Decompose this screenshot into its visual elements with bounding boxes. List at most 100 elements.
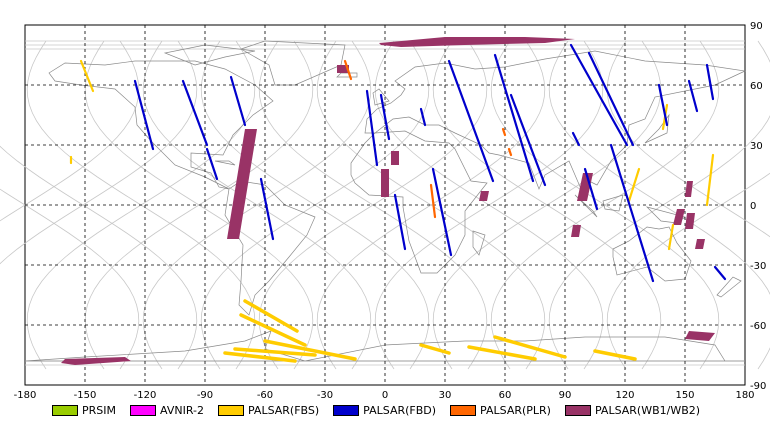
coastline [472, 230, 486, 256]
swath-wb [379, 37, 575, 47]
strip-palsar-fbd [365, 89, 379, 167]
y-tick-label: 90 [750, 21, 763, 32]
strip-palsar-plr [343, 59, 353, 81]
x-tick-label: -90 [197, 390, 213, 400]
strip-palsar-fbd [493, 53, 535, 183]
y-tick-label: -60 [750, 321, 766, 332]
swath-wb [685, 181, 693, 197]
strip-palsar-fbs [493, 335, 567, 359]
strip-palsar-fbd [657, 83, 669, 127]
coverage-map: -180 -150 -120 -90 -60 -30 0 30 60 90 120 150 180 90… [0, 21, 770, 400]
coastline [716, 276, 742, 298]
x-tick-label: -60 [257, 390, 273, 400]
legend-item: PRSIM [52, 404, 116, 417]
legend-item: AVNIR-2 [130, 404, 204, 417]
coastline [364, 50, 747, 190]
x-tick-label: 180 [735, 390, 754, 400]
x-tick-label: -150 [74, 390, 97, 400]
strip-palsar-fbd [259, 177, 275, 241]
x-tick-label: 90 [559, 390, 572, 400]
strip-palsar-fbs [627, 167, 641, 203]
legend-item: PALSAR(FBD) [333, 404, 436, 417]
x-tick-labels: -180 -150 -120 -90 -60 -30 0 30 60 90 120 150 180 [14, 390, 755, 400]
swath-wb [695, 239, 705, 249]
coastline [163, 44, 256, 66]
coastline [574, 194, 598, 218]
strip-palsar-fbs [233, 347, 317, 357]
x-tick-label: 150 [675, 390, 694, 400]
strip-segments [69, 43, 727, 363]
grid-lines [25, 25, 745, 385]
x-tick-label: -120 [134, 390, 157, 400]
y-tick-label: 60 [750, 81, 763, 92]
swath-wb [673, 209, 685, 225]
strip-palsar-fbd [713, 265, 727, 281]
coastline [644, 113, 670, 144]
x-tick-label: 120 [615, 390, 634, 400]
strip-palsar-plr [429, 183, 437, 219]
coastline [24, 330, 745, 362]
coastline [372, 88, 390, 106]
strip-palsar-fbd [205, 147, 219, 181]
coastlines [24, 40, 747, 362]
legend-swatch [52, 404, 78, 416]
coastline [48, 60, 274, 190]
strip-palsar-fbd [509, 93, 547, 187]
strip-palsar-fbs [705, 153, 715, 207]
orbit-track [316, 40, 546, 370]
coastline [350, 130, 488, 274]
strip-palsar-fbs [239, 313, 307, 347]
swath-wb [685, 213, 695, 229]
legend-item: PALSAR(PLR) [450, 404, 551, 417]
x-tick-label: -30 [317, 390, 333, 400]
coastline [214, 160, 236, 166]
orbit-track [142, 40, 372, 370]
strip-palsar-fbd [569, 43, 629, 147]
swath-wb [227, 129, 257, 239]
wb-swaths [61, 37, 715, 365]
y-tick-label: -90 [750, 381, 766, 392]
y-tick-label: 30 [750, 141, 763, 152]
legend-label: PRSIM [82, 403, 116, 417]
strip-palsar-fbd [379, 93, 391, 141]
x-tick-label: 60 [499, 390, 512, 400]
x-tick-label: 0 [382, 390, 388, 400]
strip-palsar-fbs [467, 345, 537, 361]
strip-palsar-plr [507, 147, 513, 157]
strip-palsar-fbd [609, 143, 655, 283]
strip-palsar-fbd [587, 51, 635, 147]
strip-palsar-fbd [431, 167, 453, 257]
legend-swatch [217, 404, 244, 416]
legend: PRSIM AVNIR-2 PALSAR(FBS) PALSAR(FBD) PALSAR… [52, 402, 714, 418]
legend-label: AVNIR-2 [160, 403, 204, 417]
legend-label: PALSAR(WB1/WB2) [594, 403, 701, 417]
strip-palsar-fbd [181, 79, 209, 147]
y-tick-label: 0 [750, 201, 756, 212]
y-tick-labels: 90 60 30 0 -30 -60 -90 [750, 21, 766, 392]
swath-wb [391, 151, 399, 165]
coastline [612, 226, 692, 282]
legend-label: PALSAR(FBS) [247, 403, 320, 417]
strip-palsar-fbd [447, 59, 495, 183]
legend-item: PALSAR(FBS) [217, 403, 320, 417]
legend-swatch [564, 404, 591, 416]
strip-palsar-fbs [667, 223, 675, 251]
strip-palsar-fbd [583, 167, 599, 211]
legend-swatch [130, 404, 156, 416]
legend-label: PALSAR(FBD) [363, 403, 437, 417]
coastline [240, 40, 346, 86]
x-tick-label: -180 [14, 390, 37, 400]
legend-label: PALSAR(PLR) [480, 403, 551, 417]
strip-palsar-fbd [571, 131, 581, 147]
swath-wb [685, 331, 715, 341]
strip-palsar-fbd [133, 79, 155, 151]
strip-palsar-fbs [593, 349, 637, 361]
orbit-track [0, 145, 198, 370]
strip-palsar-fbd [393, 193, 407, 251]
strip-palsar-fbd [229, 75, 247, 127]
strip-palsar-fbs [223, 351, 297, 363]
strip-palsar-plr [501, 127, 507, 137]
legend-swatch [333, 404, 360, 416]
coastline [224, 180, 316, 316]
swath-wb [381, 169, 389, 197]
